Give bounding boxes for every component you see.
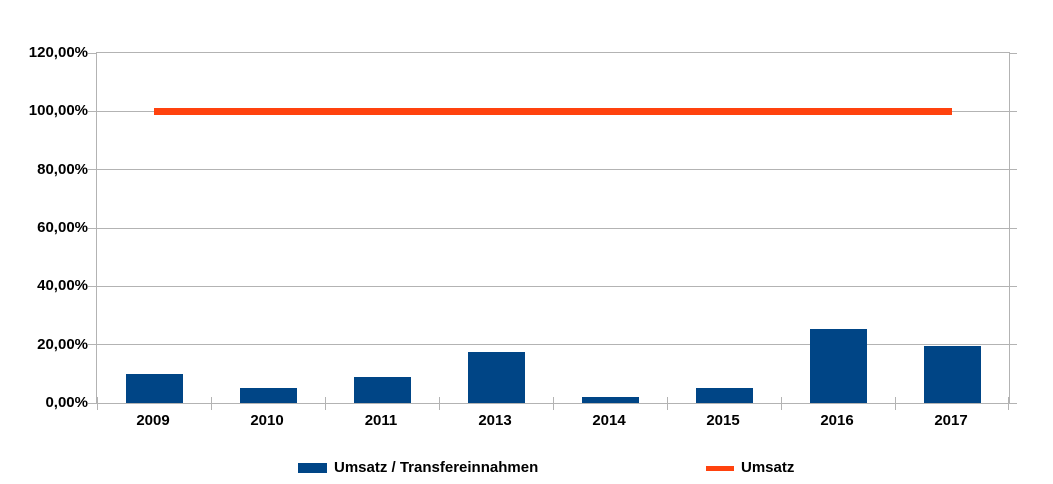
line-layer (97, 53, 1009, 403)
legend-label-bar-series: Umsatz / Transfereinnahmen (334, 459, 539, 476)
y-axis-tick-label: 120,00% (28, 44, 88, 61)
y-tick-right (1009, 110, 1017, 112)
x-axis-tick (666, 397, 668, 410)
legend-label-line-series: Umsatz (741, 459, 795, 476)
y-tick-right (1009, 344, 1017, 346)
y-tick-left (88, 169, 97, 171)
y-tick-right (1009, 402, 1017, 404)
bar-series-swatch-icon (298, 463, 327, 473)
y-axis-tick-label: 80,00% (37, 160, 88, 178)
x-axis-tick-label: 2011 (364, 412, 398, 429)
y-tick-left (88, 52, 97, 54)
x-axis-tick (780, 397, 782, 410)
h-gridline (97, 227, 1009, 229)
x-axis-tick-label: 2009 (136, 412, 170, 429)
bars-layer (97, 53, 1009, 403)
y-axis-tick-label: 0,00% (45, 394, 88, 411)
y-axis-tick-label: 20,00% (37, 335, 88, 353)
y-tick-left (88, 402, 97, 404)
y-tick-right (1009, 285, 1017, 287)
x-axis-tick-label: 2013 (478, 412, 512, 429)
bar (125, 373, 183, 403)
y-tick-right (1009, 169, 1017, 171)
legend-item-bar-series: Umsatz / Transfereinnahmen (298, 456, 538, 480)
plot-canvas (88, 52, 1017, 410)
x-axis-tick-label: 2014 (592, 412, 626, 429)
y-axis-tick-label: 100,00% (28, 102, 88, 120)
bar (239, 388, 297, 403)
line-segment (724, 107, 838, 115)
x-axis-tick-label: 2015 (706, 412, 740, 429)
bar (353, 376, 411, 403)
bar (581, 397, 639, 403)
line-segment (496, 107, 610, 115)
x-axis: 2009 2010 2011 2013 2014 2015 2016 2017 (96, 412, 1010, 432)
line-segment (154, 107, 268, 115)
h-gridline (97, 344, 1009, 346)
y-tick-right (1009, 227, 1017, 229)
bar (695, 388, 753, 403)
x-axis-tick (210, 397, 212, 410)
x-axis-tick-label: 2017 (934, 412, 968, 429)
bar (923, 346, 981, 403)
line-segment (268, 107, 382, 115)
x-axis-tick (97, 397, 98, 410)
legend: Umsatz / Transfereinnahmen Umsatz (0, 456, 1053, 480)
y-tick-left (88, 110, 97, 112)
y-tick-left (88, 285, 97, 287)
line-segment (838, 107, 952, 115)
line-segment (382, 107, 496, 115)
legend-item-line-series: Umsatz (706, 456, 794, 480)
x-axis-tick-label: 2010 (250, 412, 284, 429)
x-axis-tick-label: 2016 (820, 412, 854, 429)
h-gridline (97, 169, 1009, 171)
bar (809, 328, 867, 403)
h-gridline (97, 285, 1009, 287)
y-tick-right (1009, 52, 1017, 54)
x-axis-tick (438, 397, 440, 410)
x-axis-tick (894, 397, 896, 410)
y-tick-left (88, 344, 97, 346)
y-axis-tick-label: 40,00% (37, 277, 88, 295)
x-tick-layer (97, 53, 1009, 410)
bar (467, 351, 525, 403)
plot-area (88, 52, 1017, 410)
x-axis-tick (324, 397, 326, 410)
x-axis-tick (1008, 397, 1009, 410)
x-axis-tick (552, 397, 554, 410)
line-segment (610, 107, 724, 115)
y-axis: 120,00% 100,00% 80,00% 60,00% 40,00% 20,00% 0,… (0, 44, 88, 411)
y-tick-left (88, 227, 97, 229)
line-series-swatch-icon (706, 465, 734, 471)
y-axis-tick-label: 60,00% (37, 219, 88, 236)
